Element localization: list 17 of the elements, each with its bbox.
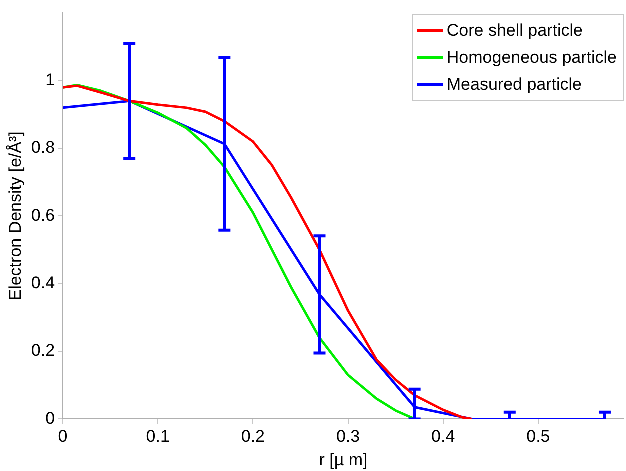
legend-label: Core shell particle: [446, 20, 583, 42]
x-tick-label: 0.3: [336, 427, 360, 446]
x-axis-title: r [µ m]: [319, 450, 368, 470]
x-tick-label: 0.5: [526, 427, 550, 446]
legend-label: Homogeneous particle: [446, 47, 617, 69]
y-axis-title: Electron Density [e/Å³]: [6, 132, 25, 301]
legend-label: Measured particle: [446, 74, 582, 96]
y-tick-label: 0.8: [31, 138, 56, 158]
x-tick-label: 0: [58, 427, 68, 446]
x-tick-label: 0.4: [432, 427, 456, 446]
y-tick-label: 0: [46, 408, 56, 428]
y-tick-label: 0.6: [31, 206, 56, 225]
y-tick-label: 1: [46, 70, 56, 90]
x-tick-label: 0.2: [241, 427, 266, 446]
x-tick-label: 0.1: [146, 427, 170, 446]
y-tick-label: 0.2: [31, 341, 56, 360]
y-tick-label: 0.4: [31, 274, 56, 293]
